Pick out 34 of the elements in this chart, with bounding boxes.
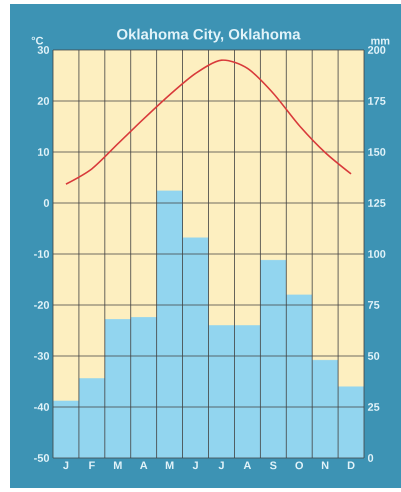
x-tick-label: A <box>140 462 148 470</box>
y-tick-label: -20 <box>34 301 50 309</box>
x-tick-label: O <box>295 462 304 470</box>
y2-tick-label: 100 <box>368 250 386 258</box>
x-tick-label: J <box>218 462 224 470</box>
x-tick-label: A <box>244 462 252 470</box>
x-tick-label: M <box>166 462 174 470</box>
x-tick-label: D <box>348 462 355 470</box>
y-tick-label: 20 <box>38 97 50 105</box>
y2-axis-title: mm <box>371 38 390 44</box>
y2-tick-label: 175 <box>368 97 386 105</box>
y2-tick-label: 0 <box>368 454 374 462</box>
line-series <box>65 59 352 185</box>
chart-title: Oklahoma City, Oklahoma <box>117 28 301 42</box>
y2-tick-label: 25 <box>368 403 380 411</box>
x-tick-label: J <box>192 462 198 470</box>
y2-tick-label: 50 <box>368 352 380 360</box>
y-axis-title: °C <box>32 36 44 44</box>
y-tick-label: 30 <box>38 46 50 54</box>
y-tick-label: -30 <box>34 352 50 360</box>
y-tick-label: 0 <box>44 199 50 207</box>
y-tick-label: -10 <box>34 250 50 258</box>
x-tick-label: S <box>270 462 277 470</box>
y2-tick-label: 125 <box>368 199 386 207</box>
x-tick-label: J <box>63 462 68 470</box>
y2-tick-label: 200 <box>368 46 386 54</box>
x-tick-label: F <box>89 462 95 470</box>
x-tick-label: N <box>322 462 328 470</box>
y-tick-label: -50 <box>34 454 50 462</box>
y2-tick-label: 75 <box>368 301 380 309</box>
y-tick-label: -40 <box>34 403 50 411</box>
y-tick-label: 10 <box>38 148 50 156</box>
y2-tick-label: 150 <box>368 148 386 156</box>
x-tick-label: M <box>114 462 122 470</box>
